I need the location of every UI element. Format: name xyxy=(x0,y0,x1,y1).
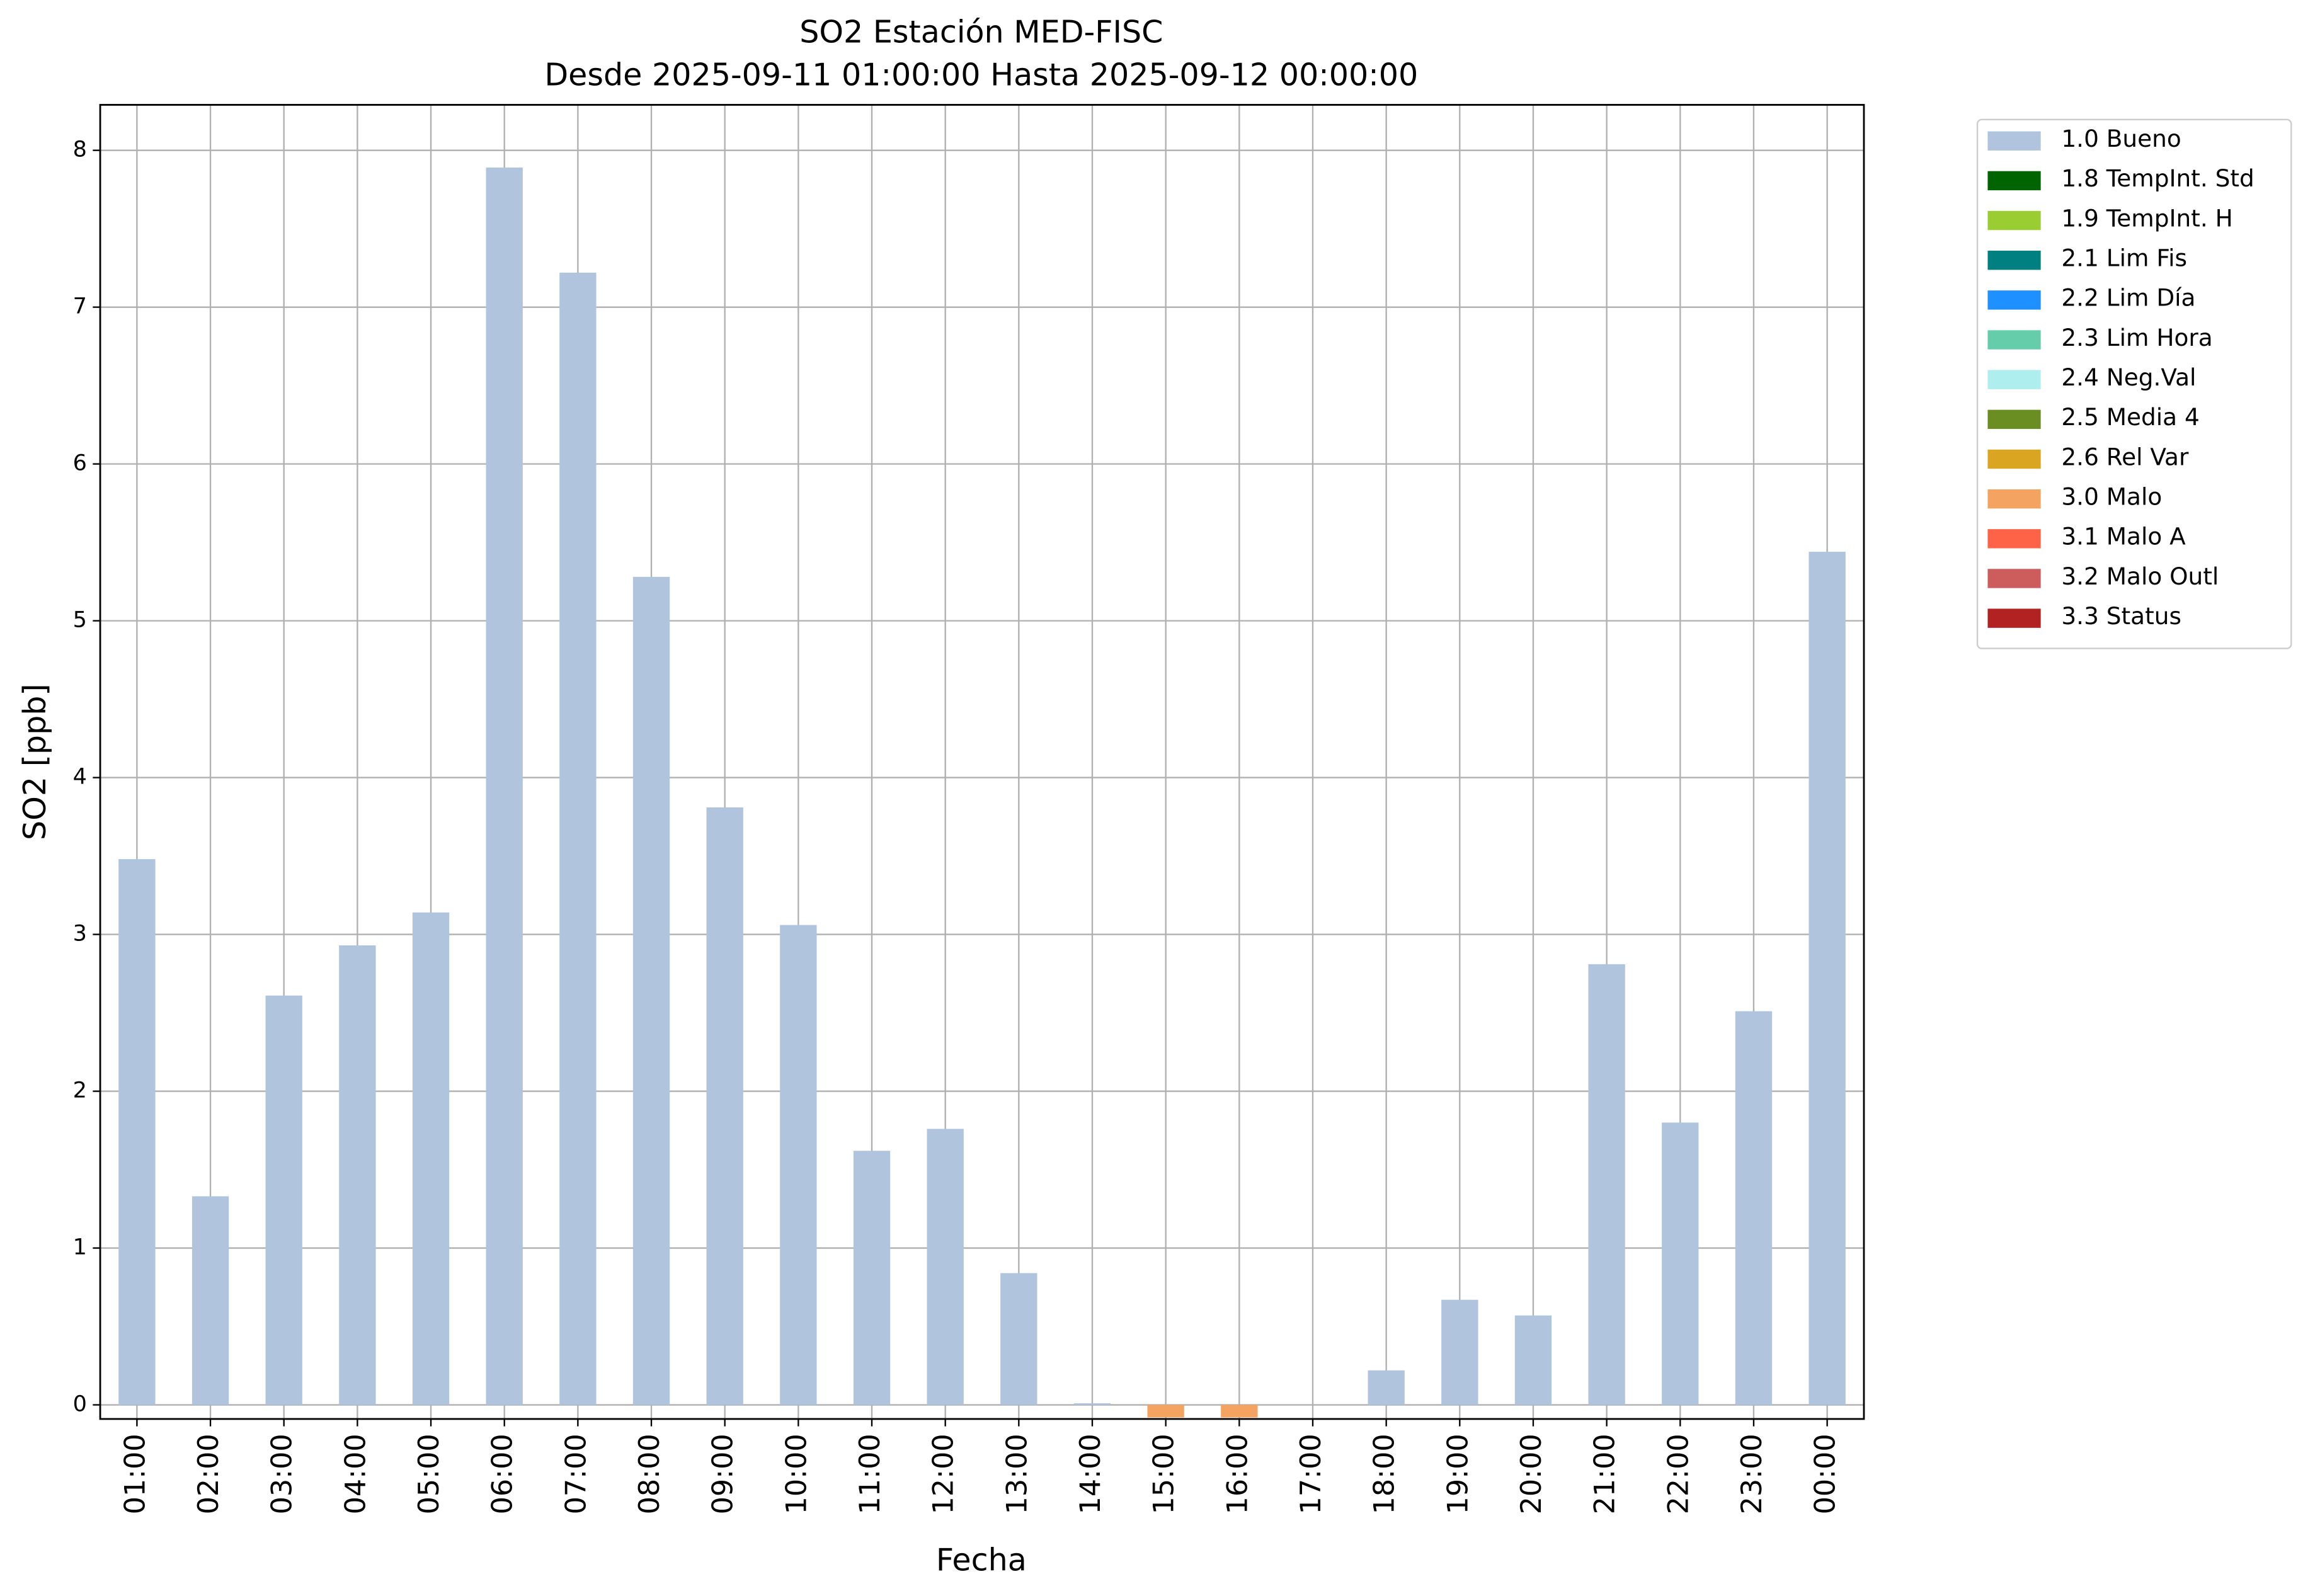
legend-label: 3.3 Status xyxy=(2061,602,2181,630)
x-tick-label: 12:00 xyxy=(928,1434,960,1514)
x-tick-label: 05:00 xyxy=(413,1434,445,1514)
x-tick-label: 00:00 xyxy=(1810,1434,1842,1514)
bar xyxy=(191,1196,229,1405)
bar xyxy=(412,912,450,1405)
bar xyxy=(1662,1122,1699,1405)
x-tick-label: 18:00 xyxy=(1369,1434,1401,1514)
legend-label: 1.9 TempInt. H xyxy=(2061,204,2232,232)
legend-swatch xyxy=(1987,409,2041,430)
legend-swatch xyxy=(1987,449,2041,469)
x-tick-label: 04:00 xyxy=(340,1434,372,1514)
bar xyxy=(1000,1273,1037,1405)
x-tick-label: 08:00 xyxy=(634,1434,666,1514)
plot-frame xyxy=(99,104,1865,1420)
legend-label: 2.4 Neg.Val xyxy=(2061,363,2196,391)
x-tick-label: 17:00 xyxy=(1295,1434,1327,1514)
bar xyxy=(780,925,817,1405)
bar xyxy=(339,945,376,1405)
legend-label: 2.6 Rel Var xyxy=(2061,443,2189,470)
legend-swatch xyxy=(1987,210,2041,231)
bar xyxy=(265,995,302,1405)
y-tick-label: 8 xyxy=(73,137,87,162)
x-tick-label: 15:00 xyxy=(1148,1434,1180,1514)
y-tick-label: 0 xyxy=(73,1391,87,1417)
x-tick-label: 09:00 xyxy=(707,1434,740,1514)
chart-subtitle: Desde 2025-09-11 01:00:00 Hasta 2025-09-… xyxy=(544,57,1418,93)
y-tick-label: 5 xyxy=(73,607,87,633)
bar xyxy=(1221,1405,1258,1418)
legend-swatch xyxy=(1987,330,2041,350)
legend-swatch xyxy=(1987,569,2041,588)
legend-swatch xyxy=(1987,529,2041,549)
legend-swatch xyxy=(1987,171,2041,191)
bar xyxy=(1147,1405,1184,1418)
bar xyxy=(1735,1011,1773,1405)
y-tick-label: 1 xyxy=(73,1234,87,1260)
y-tick-label: 4 xyxy=(73,764,87,790)
legend-swatch xyxy=(1987,251,2041,270)
bar xyxy=(853,1151,891,1405)
x-tick-label: 11:00 xyxy=(854,1434,886,1514)
bar xyxy=(559,272,597,1405)
legend-swatch xyxy=(1987,370,2041,389)
x-tick-label: 02:00 xyxy=(193,1434,225,1514)
legend-swatch xyxy=(1987,131,2041,151)
bar xyxy=(1809,552,1846,1405)
x-tick-label: 10:00 xyxy=(780,1434,813,1514)
x-tick-label: 07:00 xyxy=(560,1434,592,1514)
x-tick-label: 21:00 xyxy=(1589,1434,1621,1514)
legend-label: 3.1 Malo A xyxy=(2061,523,2186,550)
bar xyxy=(1073,1403,1111,1405)
x-tick-label: 14:00 xyxy=(1075,1434,1107,1514)
x-tick-label: 23:00 xyxy=(1736,1434,1768,1514)
bar xyxy=(1588,964,1625,1405)
x-tick-label: 22:00 xyxy=(1662,1434,1694,1514)
legend-label: 3.0 Malo xyxy=(2061,482,2162,510)
bar xyxy=(118,859,156,1405)
bar xyxy=(632,576,670,1405)
bar xyxy=(1514,1315,1552,1405)
y-tick-label: 6 xyxy=(73,450,87,476)
y-axis-label: SO2 [ppb] xyxy=(16,683,53,840)
y-tick-label: 7 xyxy=(73,294,87,319)
bar xyxy=(927,1129,964,1405)
y-tick-label: 2 xyxy=(73,1078,87,1103)
x-tick-label: 19:00 xyxy=(1442,1434,1474,1514)
x-tick-label: 06:00 xyxy=(487,1434,519,1514)
chart-title: SO2 Estación MED-FISC xyxy=(799,14,1163,50)
x-tick-label: 20:00 xyxy=(1516,1434,1548,1514)
legend-swatch xyxy=(1987,489,2041,509)
legend-label: 1.8 TempInt. Std xyxy=(2061,164,2254,192)
legend-label: 2.3 Lim Hora xyxy=(2061,324,2212,351)
bar xyxy=(486,168,523,1405)
bar xyxy=(1368,1370,1405,1405)
legend-label: 2.1 Lim Fis xyxy=(2061,244,2187,272)
bar xyxy=(706,807,743,1405)
legend-label: 1.0 Bueno xyxy=(2061,125,2181,152)
legend-label: 3.2 Malo Outl xyxy=(2061,562,2219,590)
legend-swatch xyxy=(1987,290,2041,310)
y-tick-label: 3 xyxy=(73,921,87,947)
x-tick-label: 13:00 xyxy=(1001,1434,1033,1514)
legend-label: 2.5 Media 4 xyxy=(2061,403,2199,431)
legend-label: 2.2 Lim Día xyxy=(2061,284,2195,312)
bar xyxy=(1441,1299,1478,1405)
legend-swatch xyxy=(1987,608,2041,628)
x-tick-label: 03:00 xyxy=(266,1434,299,1514)
legend-box xyxy=(1976,118,2292,649)
x-axis-label: Fecha xyxy=(936,1541,1027,1578)
x-tick-label: 01:00 xyxy=(119,1434,151,1514)
x-tick-label: 16:00 xyxy=(1221,1434,1254,1514)
